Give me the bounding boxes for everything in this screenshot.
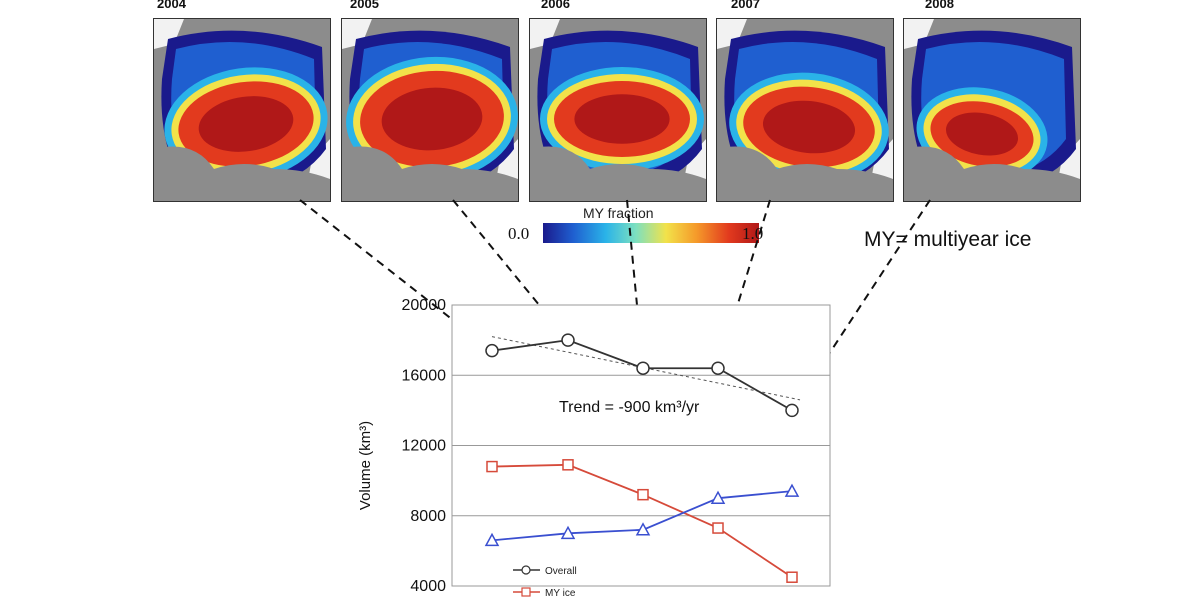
connector-line [452,199,569,341]
colorbar [543,223,759,243]
data-point-my-ice [786,571,798,583]
trend-annotation: Trend = -900 km³/yr [559,399,700,416]
year-label-2006: 2006 [541,0,570,11]
year-label-2005: 2005 [350,0,379,11]
legend-marker [521,565,531,575]
sea-ice-map-graphic [342,19,518,201]
y-tick-label: 16000 [402,367,447,384]
colorbar-min-label: 0.0 [508,224,530,243]
map-2008 [903,18,1081,202]
colorbar-title: MY fraction [583,205,654,221]
y-axis-label: Volume (km³) [357,421,374,510]
data-point-series3 [560,525,576,540]
sea-ice-map-graphic [154,19,330,201]
data-point-overall [785,403,799,418]
data-point-my-ice [486,460,498,473]
sea-ice-map-graphic [530,19,706,201]
y-tick-label: 8000 [410,508,446,525]
year-label-2008: 2008 [925,0,954,11]
sea-ice-map-graphic [904,19,1080,201]
map-2005 [341,18,519,202]
data-point-my-ice [562,459,574,471]
sea-ice-map-graphic [717,19,893,201]
legend-label: Overall [545,566,577,577]
data-point-overall [561,333,575,347]
map-2004 [153,18,331,202]
data-point-my-ice [637,488,649,501]
data-point-series3 [635,522,651,536]
data-point-my-ice [712,522,724,534]
legend-marker [521,587,531,597]
y-tick-label: 4000 [410,578,446,595]
year-label-2007: 2007 [731,0,760,11]
colorbar-max-label: 1.0 [742,224,764,243]
data-point-series3 [710,490,726,504]
map-2006 [529,18,707,202]
y-tick-label: 12000 [402,438,447,455]
year-label-2004: 2004 [157,0,186,11]
legend-note: MY= multiyear ice [864,228,1032,251]
data-point-overall [636,361,650,375]
map-2007 [716,18,894,202]
data-point-series3 [784,483,800,497]
data-point-overall [711,361,725,375]
data-point-overall [485,343,499,358]
y-tick-label: 20000 [402,297,447,314]
data-point-series3 [484,532,500,547]
legend-label: MY ice [545,588,576,599]
